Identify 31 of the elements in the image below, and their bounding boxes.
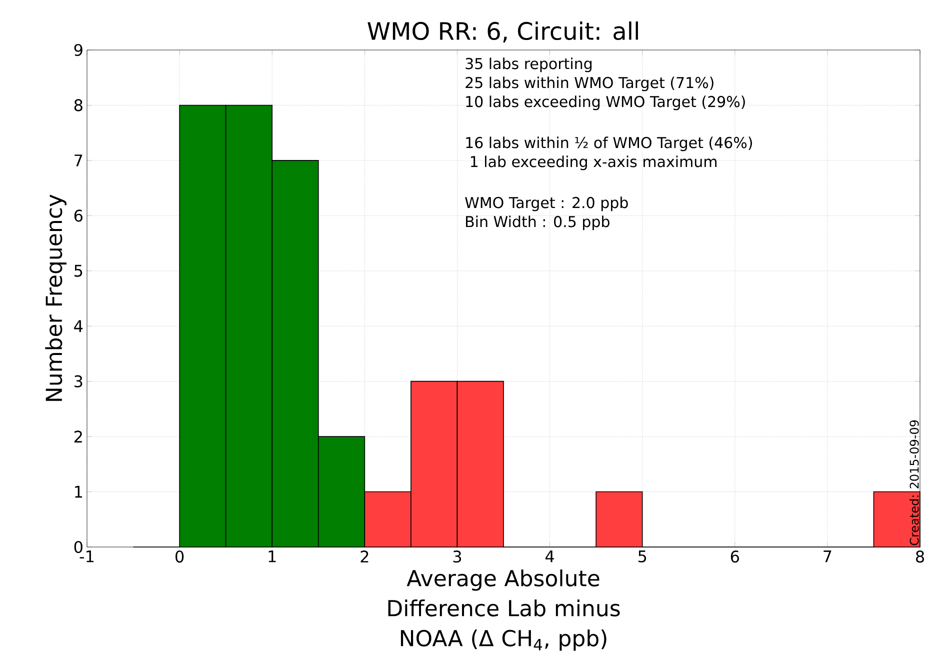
y-tick-label: 5 bbox=[74, 264, 82, 277]
chart-title: WMO RR: 6, Circuit: all bbox=[368, 21, 638, 43]
annotation: 10 labs exceeding WMO Target (29%) bbox=[466, 96, 745, 110]
x-tick-label: 7 bbox=[824, 550, 832, 562]
x-tick-label: -1 bbox=[80, 550, 94, 562]
x-tick-label: 3 bbox=[453, 550, 462, 563]
y-tick-label: 4 bbox=[74, 320, 83, 332]
y-tick-label: 7 bbox=[74, 154, 82, 166]
x-tick-label: 8 bbox=[916, 550, 924, 563]
annotation: 16 labs within ½ of WMO Target (46%) bbox=[466, 136, 752, 152]
y-tick-label: 1 bbox=[75, 486, 82, 498]
y-tick-label: 9 bbox=[74, 44, 82, 56]
annotation: Created: 2015-09-09 bbox=[910, 420, 919, 546]
y-tick-label: 8 bbox=[74, 99, 82, 112]
annotation: 25 labs within WMO Target (71%) bbox=[466, 76, 714, 92]
x-tick-label: 4 bbox=[545, 550, 554, 562]
y-axis-title: Number Frequency bbox=[45, 194, 66, 401]
y-tick-label: 0 bbox=[74, 540, 82, 554]
annotation: 1 lab exceeding x-axis maximum bbox=[470, 156, 716, 170]
x-axis-title: Average Absolute Difference Lab minus NOAA (Δ CH$_{4}$, ppb) bbox=[388, 569, 620, 651]
x-tick-label: 2 bbox=[360, 550, 368, 562]
annotation: Bin Width : 0.5 ppb bbox=[466, 216, 610, 230]
y-tick-label: 3 bbox=[74, 375, 82, 388]
y-tick-label: 6 bbox=[74, 210, 82, 222]
annotation: 35 labs reporting bbox=[466, 58, 592, 72]
x-tick-label: 6 bbox=[730, 550, 739, 563]
x-tick-label: 1 bbox=[268, 550, 276, 562]
x-tick-label: 0 bbox=[176, 550, 184, 563]
x-tick-label: 5 bbox=[638, 550, 646, 562]
annotation: WMO Target : 2.0 ppb bbox=[465, 196, 628, 212]
y-tick-label: 2 bbox=[74, 430, 82, 442]
